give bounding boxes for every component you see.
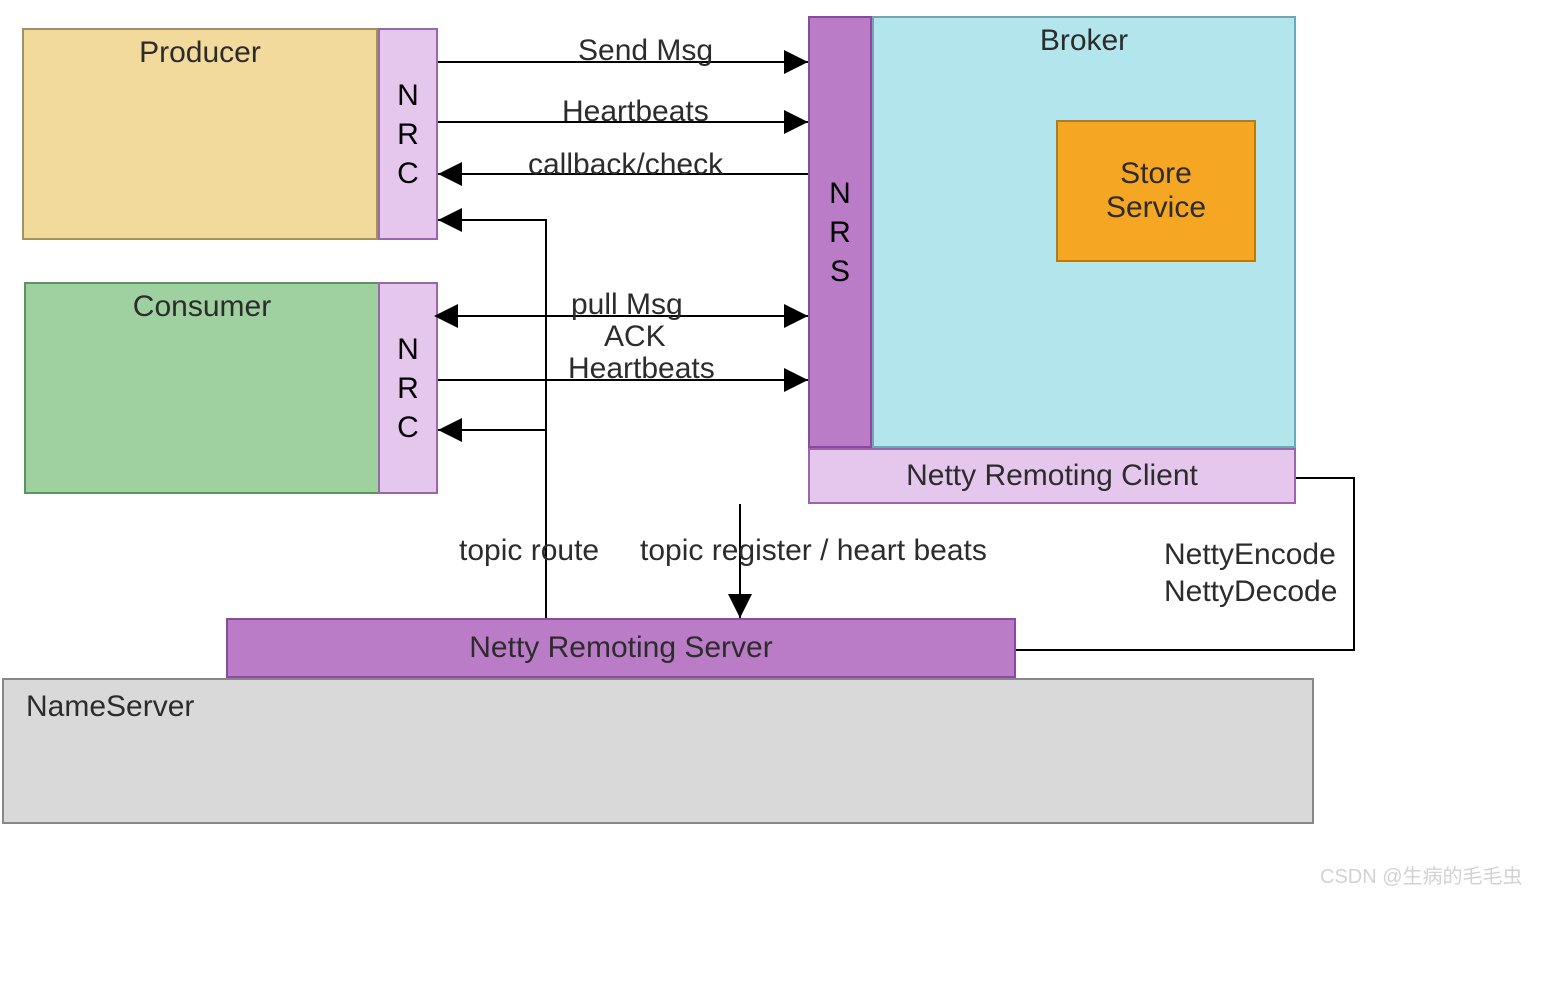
path-nettyencode: NettyEncode bbox=[1164, 538, 1336, 572]
nrc-broker-box: Netty Remoting Client bbox=[808, 448, 1296, 504]
nrc1-c: C bbox=[397, 154, 419, 193]
path-nettydecode: NettyDecode bbox=[1164, 575, 1337, 609]
nrc2-c: C bbox=[397, 408, 419, 447]
nrc1-box: N R C bbox=[378, 28, 438, 240]
edge-sendmsg: Send Msg bbox=[578, 34, 713, 68]
nrs-n: N bbox=[829, 174, 851, 213]
edge-heartbeats2: Heartbeats bbox=[568, 352, 715, 386]
nrc2-r: R bbox=[397, 369, 419, 408]
nameserver-box: NameServer bbox=[2, 678, 1314, 824]
nrc2-n: N bbox=[397, 330, 419, 369]
producer-label: Producer bbox=[139, 36, 261, 70]
edge-ack: ACK bbox=[604, 320, 666, 354]
store-label2: Service bbox=[1106, 191, 1206, 225]
producer-box: Producer bbox=[22, 28, 378, 240]
store-box: Store Service bbox=[1056, 120, 1256, 262]
store-label1: Store bbox=[1120, 157, 1192, 191]
nrc-broker-label: Netty Remoting Client bbox=[906, 459, 1198, 493]
nrs-s: S bbox=[830, 252, 850, 291]
nameserver-label: NameServer bbox=[26, 690, 194, 724]
broker-label: Broker bbox=[1040, 24, 1128, 58]
consumer-label: Consumer bbox=[133, 290, 271, 324]
watermark: CSDN @生病的毛毛虫 bbox=[1320, 860, 1523, 889]
edge-pullmsg: pull Msg bbox=[571, 288, 683, 322]
netty-server-label: Netty Remoting Server bbox=[469, 631, 772, 665]
nrs-r: R bbox=[829, 213, 851, 252]
consumer-box: Consumer bbox=[24, 282, 380, 494]
netty-server-box: Netty Remoting Server bbox=[226, 618, 1016, 678]
path-topicregister: topic register / heart beats bbox=[640, 534, 987, 568]
path-topicroute: topic route bbox=[459, 534, 599, 568]
nrc1-n: N bbox=[397, 76, 419, 115]
nrs-box: N R S bbox=[808, 16, 872, 448]
edge-heartbeats1: Heartbeats bbox=[562, 95, 709, 129]
edge-callback: callback/check bbox=[528, 148, 723, 182]
nrc1-r: R bbox=[397, 115, 419, 154]
nrc2-box: N R C bbox=[378, 282, 438, 494]
